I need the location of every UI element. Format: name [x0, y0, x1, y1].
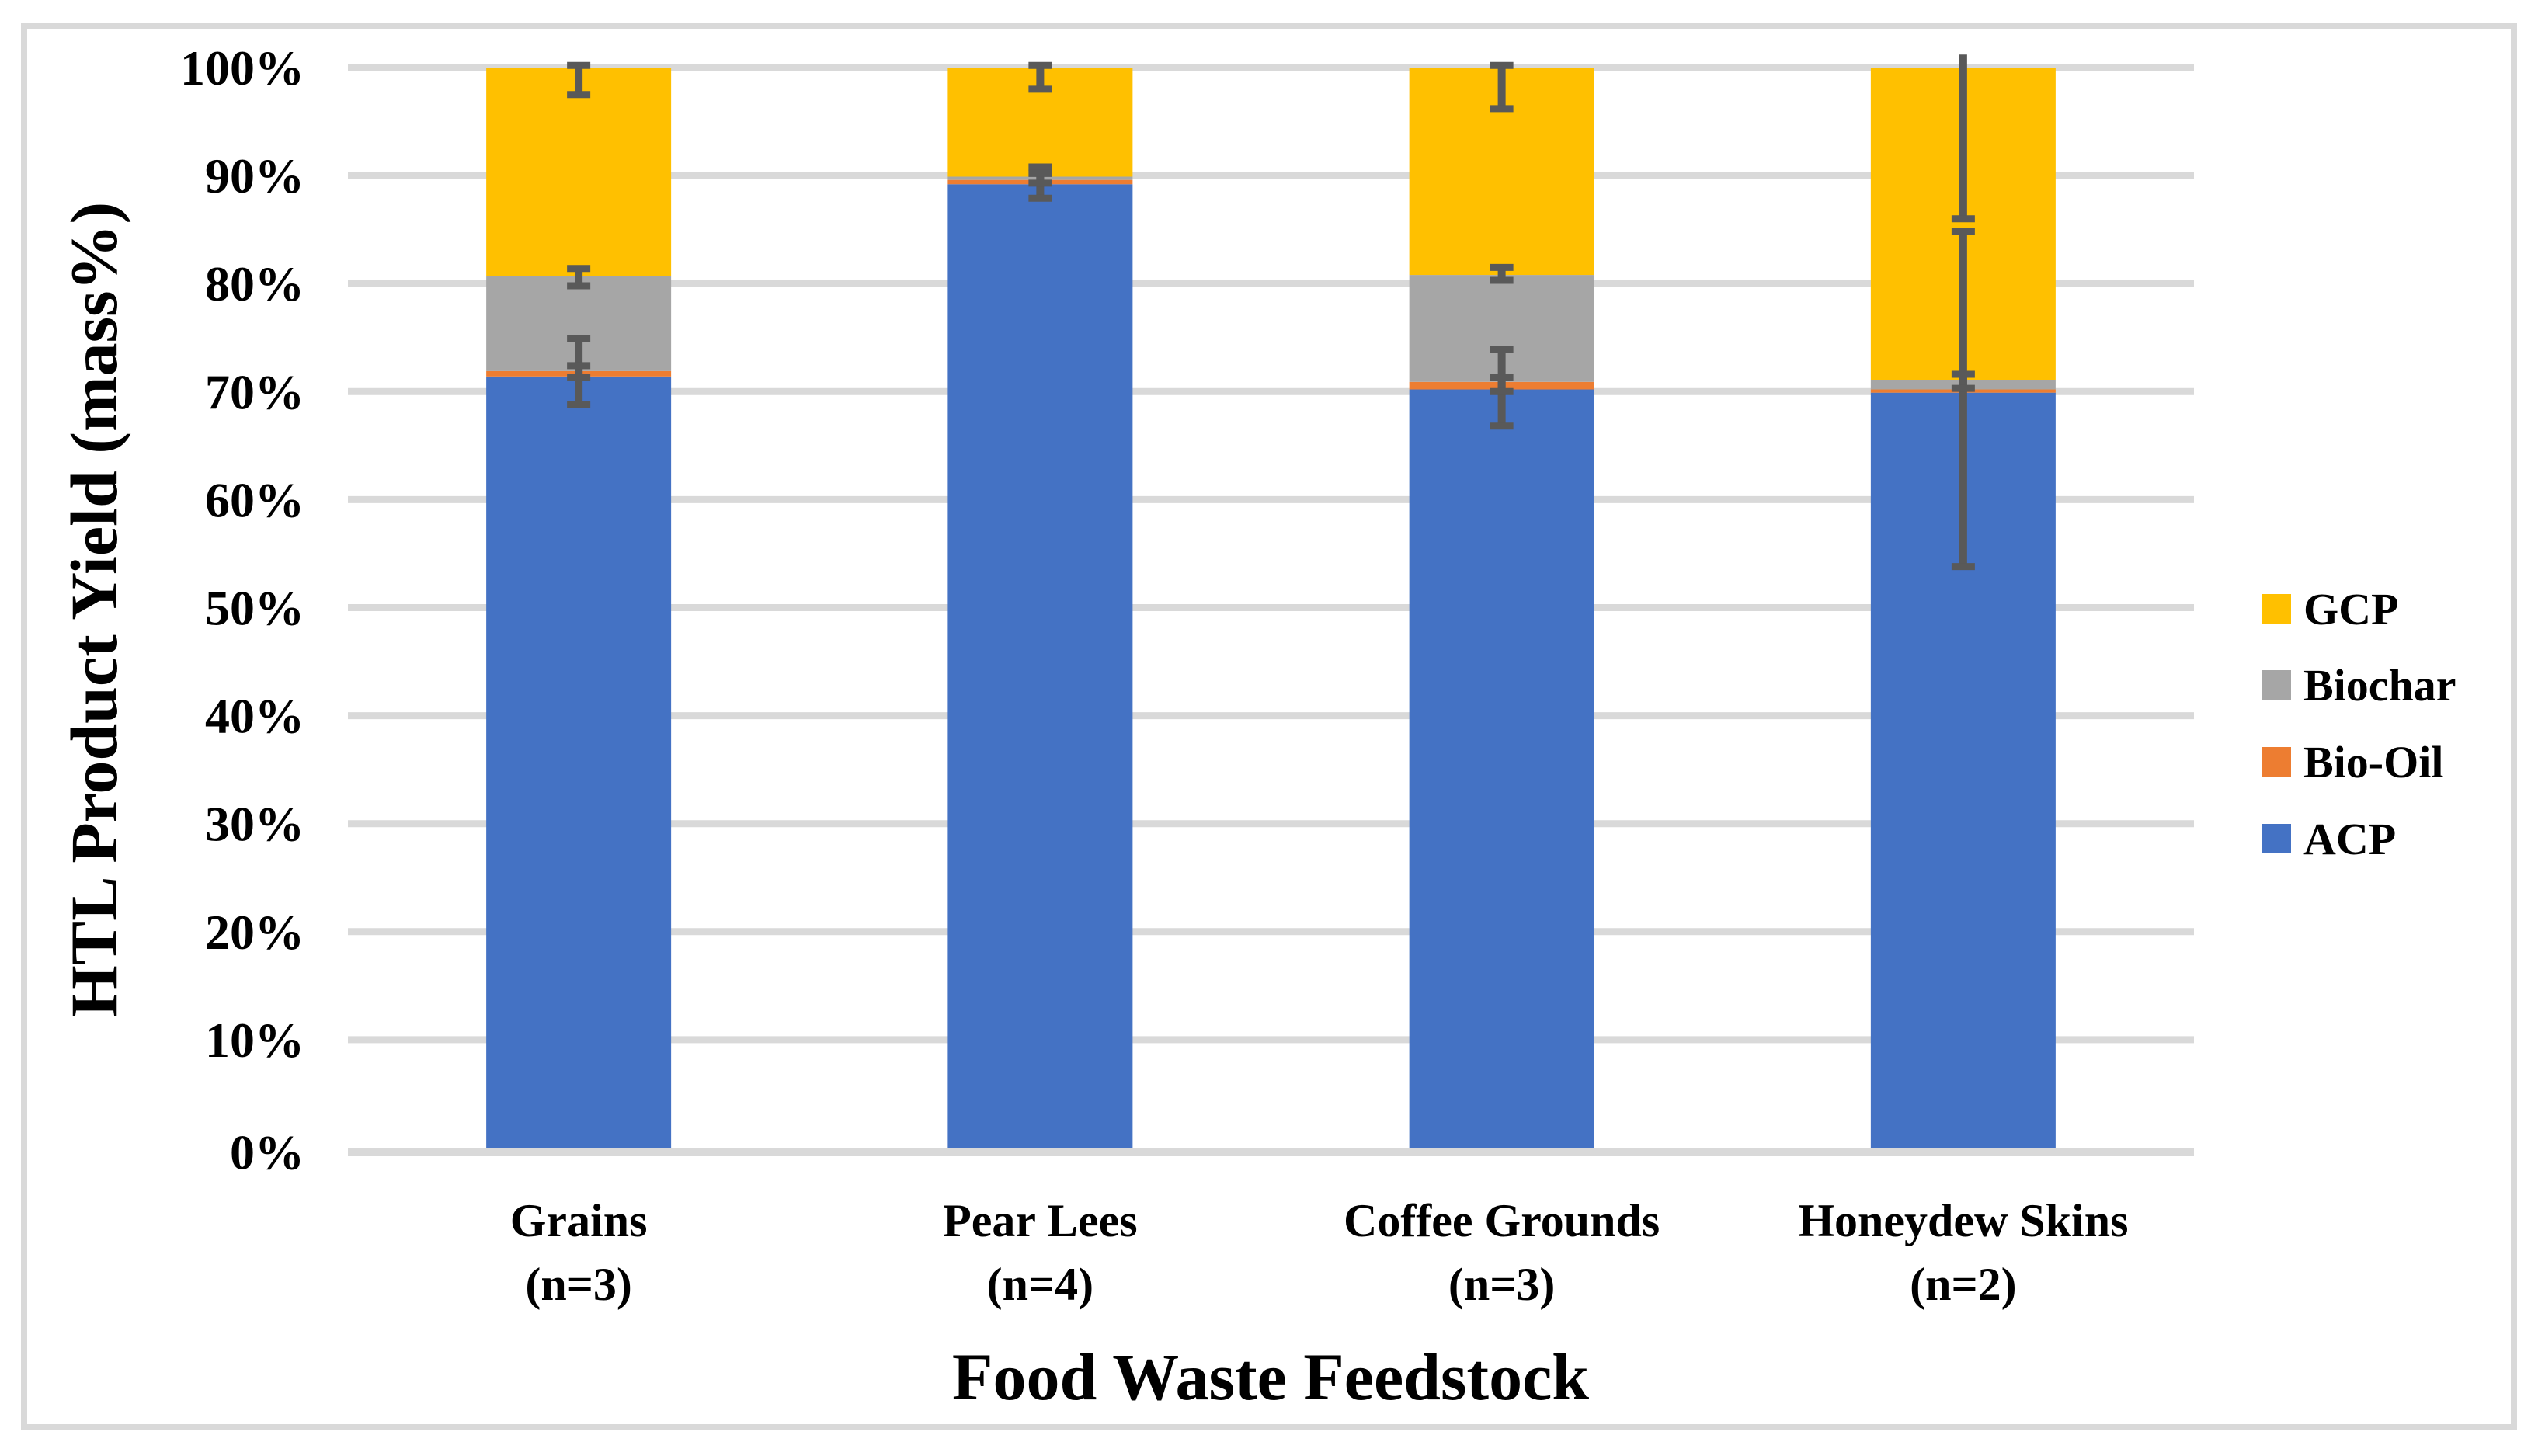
legend: GCP Biochar Bio-Oil ACP: [2262, 584, 2456, 864]
legend-swatch-biochar: [2262, 670, 2291, 700]
x-category-label-grains: Grains: [510, 1195, 648, 1246]
y-tick-label-100%: 100%: [180, 40, 304, 96]
bar-segment-grains-gcp: [486, 68, 672, 276]
y-tick-label-70%: 70%: [205, 364, 304, 419]
legend-swatch-gcp: [2262, 594, 2291, 624]
x-category-label-grains-n: (n=3): [525, 1259, 632, 1310]
legend-swatch-bio-oil: [2262, 747, 2291, 777]
bar-segment-coffee-grounds-acp: [1409, 389, 1594, 1148]
y-axis-title: HTL Product Yield (mass%): [57, 202, 131, 1017]
y-axis-tick-labels: 0% 10% 20% 30% 40% 50% 60% 70% 80% 90% 100%: [180, 40, 304, 1180]
y-tick-label-0%: 0%: [230, 1125, 304, 1180]
y-tick-label-40%: 40%: [205, 689, 304, 744]
legend-label-acp: ACP: [2303, 814, 2396, 864]
x-category-label-honeydew-skins: Honeydew Skins: [1798, 1195, 2128, 1246]
x-category-label-pear-lees: Pear Lees: [943, 1195, 1137, 1246]
y-tick-label-80%: 80%: [205, 256, 304, 311]
x-category-label-coffee-grounds: Coffee Grounds: [1344, 1195, 1660, 1246]
y-tick-label-50%: 50%: [205, 581, 304, 636]
x-axis-title: Food Waste Feedstock: [952, 1340, 1589, 1414]
y-tick-label-90%: 90%: [205, 148, 304, 203]
x-category-label-coffee-grounds-n: (n=3): [1448, 1259, 1556, 1310]
chart-frame-border: [21, 23, 2517, 1430]
error-bars: [567, 54, 1975, 571]
legend-swatch-acp: [2262, 824, 2291, 853]
bar-segment-grains-acp: [486, 376, 672, 1148]
bar-segment-pear-lees-acp: [947, 184, 1133, 1148]
legend-label-gcp: GCP: [2303, 584, 2398, 634]
legend-label-biochar: Biochar: [2303, 660, 2456, 711]
y-tick-label-30%: 30%: [205, 797, 304, 852]
x-category-label-honeydew-skins-n: (n=2): [1910, 1259, 2017, 1310]
y-tick-label-10%: 10%: [205, 1013, 304, 1068]
x-category-label-pear-lees-n: (n=4): [987, 1259, 1094, 1310]
y-tick-label-60%: 60%: [205, 472, 304, 527]
legend-label-bio-oil: Bio-Oil: [2303, 737, 2443, 787]
x-axis-category-labels: Grains (n=3) Pear Lees (n=4) Coffee Grounds (…: [510, 1195, 2129, 1310]
y-tick-label-20%: 20%: [205, 905, 304, 960]
